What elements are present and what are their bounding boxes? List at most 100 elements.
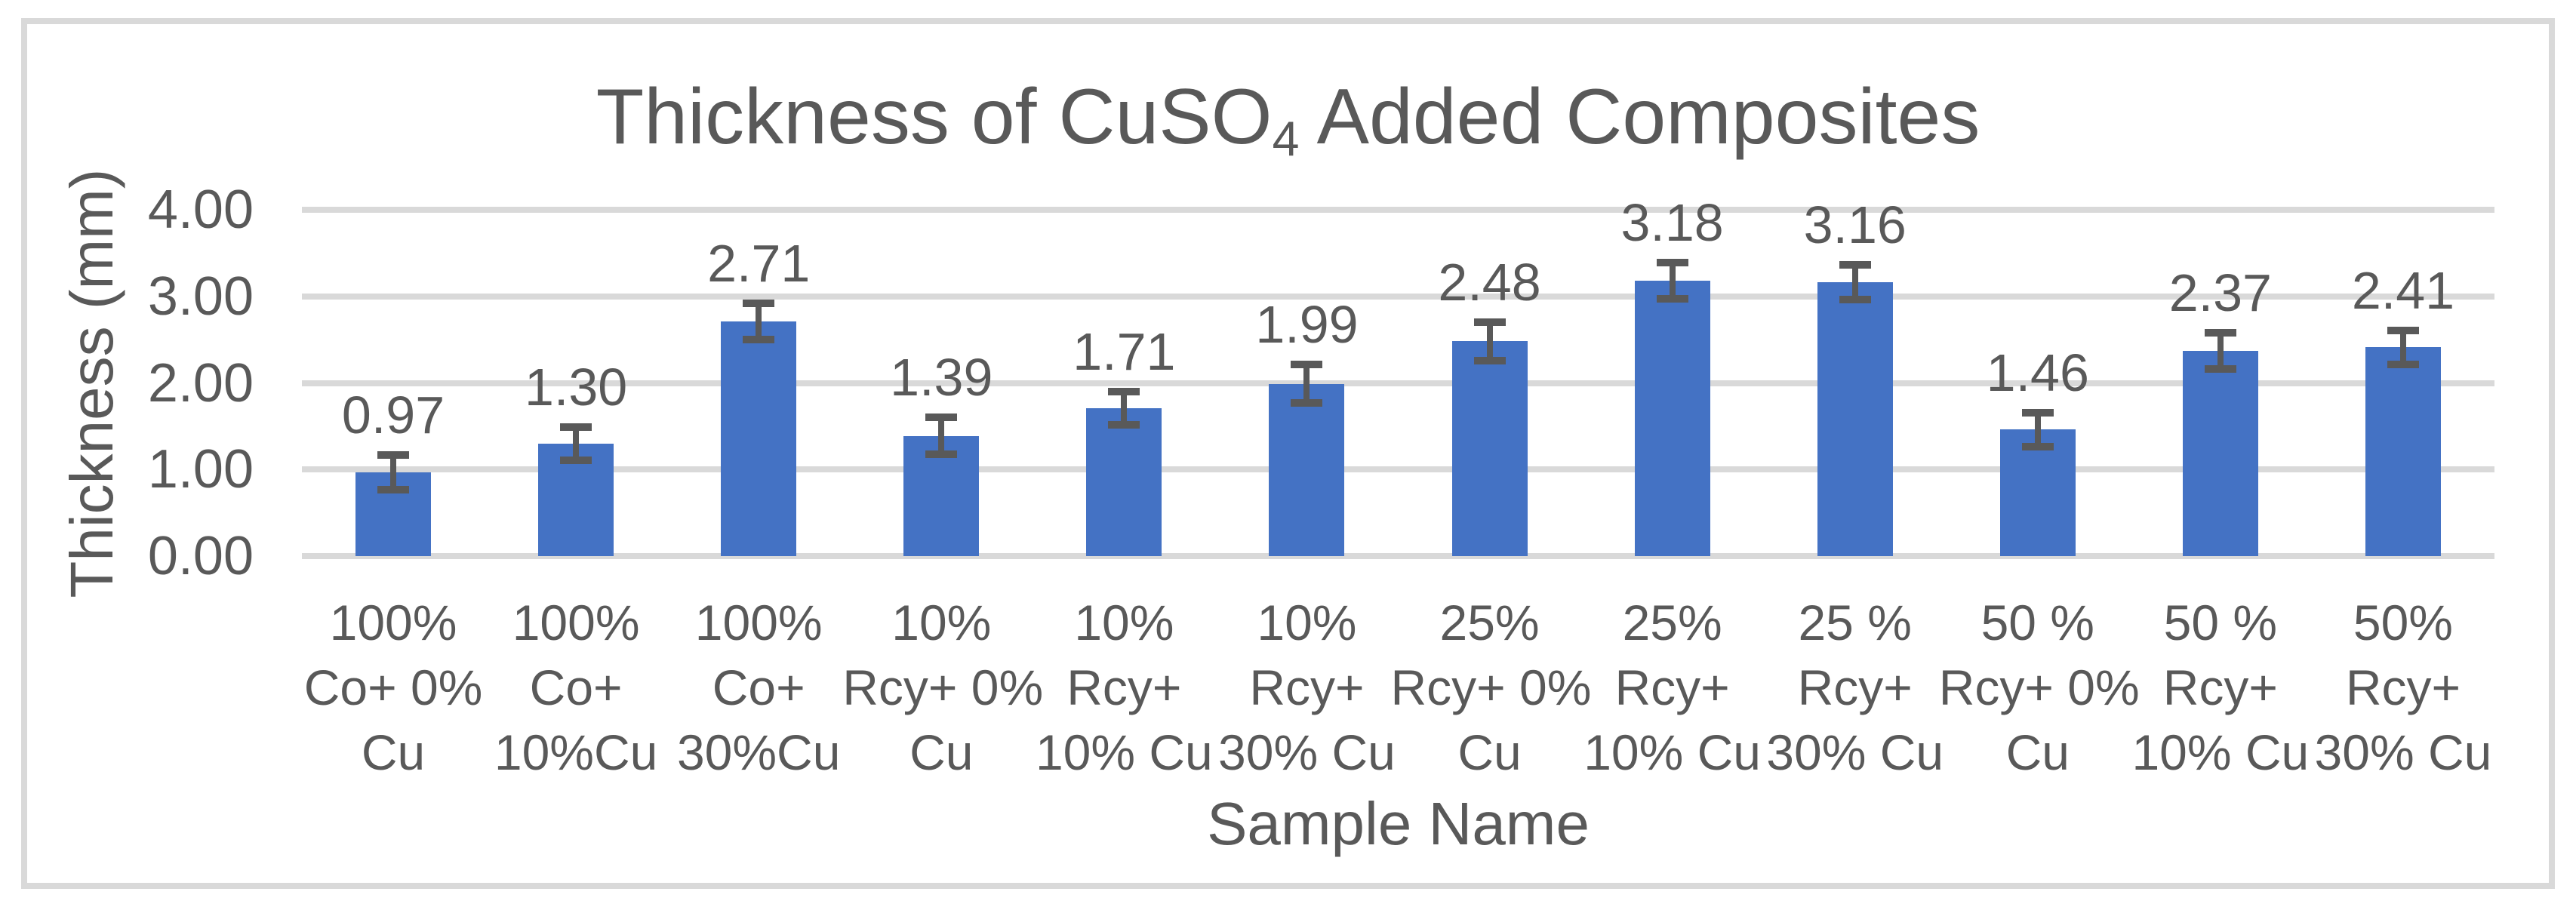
category-label-line: 10% bbox=[1257, 595, 1357, 650]
category-label-line: 30% Cu bbox=[2314, 724, 2492, 780]
category-label: 100% Co+ 0% Cu bbox=[294, 590, 492, 785]
category-label-line: Rcy+ 0% bbox=[842, 659, 1044, 715]
bar bbox=[1086, 407, 1162, 556]
y-tick-label: 3.00 bbox=[147, 266, 254, 327]
chart-title-subscript: 4 bbox=[1272, 112, 1300, 167]
error-bar-cap-bottom bbox=[1473, 356, 1506, 364]
bar bbox=[1634, 281, 1710, 556]
error-bar-cap-bottom bbox=[925, 450, 958, 458]
gridline bbox=[302, 380, 2494, 386]
x-axis-title: Sample Name bbox=[1207, 790, 1590, 857]
data-label: 3.18 bbox=[1620, 193, 1724, 252]
error-bar-line bbox=[938, 417, 945, 454]
bar bbox=[2365, 347, 2441, 556]
category-label-line: Rcy+ bbox=[1614, 659, 1730, 715]
category-label-line: Co+ bbox=[712, 659, 805, 715]
error-bar-cap-top bbox=[925, 413, 958, 422]
bar-slot: 2.37 bbox=[2129, 210, 2312, 556]
bar-slot: 1.71 bbox=[1033, 210, 1215, 556]
gridline bbox=[302, 293, 2494, 300]
category-label-line: 100% bbox=[512, 595, 640, 650]
category-label: 25% Rcy+ 0% Cu bbox=[1391, 590, 1592, 785]
category-label-line: Cu bbox=[361, 724, 426, 780]
category-label-line: 10%Cu bbox=[494, 724, 658, 780]
error-bar-cap-top bbox=[1108, 387, 1140, 395]
category-label-line: Rcy+ bbox=[2162, 659, 2278, 715]
category-label-line: Rcy+ bbox=[2345, 659, 2461, 715]
category-label-line: Co+ bbox=[529, 659, 623, 715]
category-label: 100% Co+ 30%Cu bbox=[660, 590, 857, 785]
data-label: 1.46 bbox=[1986, 343, 2089, 402]
data-label: 1.39 bbox=[890, 348, 993, 407]
bar-slot: 3.16 bbox=[1764, 198, 1947, 556]
error-bar-cap-top bbox=[743, 299, 775, 307]
error-bar-line bbox=[1303, 364, 1310, 403]
error-bar-line bbox=[1121, 392, 1128, 425]
category-label: 10% Rcy+ 30% Cu bbox=[1208, 590, 1405, 785]
error-bar-line bbox=[1851, 265, 1858, 300]
bar bbox=[1817, 282, 1893, 556]
bar-slot: 2.71 bbox=[667, 210, 850, 556]
category-label-line: Co+ 0% bbox=[303, 659, 483, 715]
data-label: 3.16 bbox=[1803, 195, 1907, 255]
error-bar-line bbox=[1669, 263, 1676, 300]
bar-slot: 1.39 bbox=[850, 210, 1033, 556]
chart-title: Thickness of CuSO4 Added Composites bbox=[0, 72, 2576, 167]
bar bbox=[1451, 341, 1528, 556]
category-label-line: 30% Cu bbox=[1218, 724, 1396, 780]
error-bar-cap-top bbox=[1473, 318, 1506, 327]
category-label-line: Cu bbox=[909, 724, 974, 780]
bar-slot: 0.97 bbox=[302, 210, 485, 556]
y-axis-ticks: 0.00 1.00 2.00 3.00 4.00 bbox=[0, 183, 254, 583]
error-bar-line bbox=[2034, 412, 2041, 447]
category-label-line: 25% bbox=[1622, 595, 1722, 650]
error-bar-cap-bottom bbox=[743, 336, 775, 344]
bar-slot: 1.99 bbox=[1215, 210, 1398, 556]
bar-slot: 2.48 bbox=[1399, 210, 1581, 556]
chart-title-suffix: Added Composites bbox=[1299, 73, 1980, 161]
data-label: 1.30 bbox=[524, 358, 628, 417]
error-bar-cap-top bbox=[2021, 408, 2054, 417]
data-label: 2.37 bbox=[2168, 263, 2272, 322]
category-label-line: 25% bbox=[1439, 595, 1540, 650]
data-label: 1.99 bbox=[1255, 295, 1359, 355]
category-label-line: 10% Cu bbox=[2131, 724, 2310, 780]
error-bar-line bbox=[573, 427, 580, 460]
error-bar-cap-bottom bbox=[1291, 398, 1323, 407]
category-label-line: 10% bbox=[1074, 595, 1174, 650]
bar-slot: 1.46 bbox=[1947, 210, 2129, 556]
bar bbox=[721, 321, 797, 556]
category-label-line: Cu bbox=[2005, 724, 2070, 780]
y-tick-label: 1.00 bbox=[147, 439, 254, 500]
data-label: 2.48 bbox=[1438, 253, 1541, 312]
error-bar-cap-top bbox=[1291, 361, 1323, 369]
category-label-line: 10% Cu bbox=[1035, 724, 1213, 780]
category-label-line: 100% bbox=[694, 595, 823, 650]
gridline bbox=[302, 207, 2494, 213]
category-label: 100% Co+ 10%Cu bbox=[477, 590, 675, 785]
error-bar-cap-top bbox=[2387, 326, 2419, 334]
gridline bbox=[302, 553, 2494, 559]
category-label-line: 50 % bbox=[2163, 595, 2278, 650]
error-bar-cap-top bbox=[1656, 259, 1688, 266]
category-label-line: 10% Cu bbox=[1583, 724, 1762, 780]
y-tick-label: 2.00 bbox=[147, 352, 254, 413]
error-bar-cap-bottom bbox=[377, 485, 410, 493]
y-tick-label: 0.00 bbox=[147, 526, 254, 586]
category-label-line: 100% bbox=[329, 595, 457, 650]
category-label: 50 % Rcy+ 10% Cu bbox=[2122, 590, 2319, 785]
category-label-line: 50% bbox=[2353, 595, 2453, 650]
category-label-line: Rcy+ bbox=[1249, 659, 1365, 715]
error-bar-cap-bottom bbox=[1656, 295, 1688, 303]
plot-area: 0.97 1.30 2.71 1.39 1.71 1.99 2.48 3.18 3.16 1.46… bbox=[302, 196, 2494, 559]
category-label-line: Rcy+ 0% bbox=[1938, 659, 2140, 715]
data-label: 0.97 bbox=[341, 385, 445, 444]
error-bar-line bbox=[756, 303, 762, 340]
category-label-line: Cu bbox=[1457, 724, 1522, 780]
category-label-line: 10% bbox=[891, 595, 992, 650]
error-bar-cap-bottom bbox=[2387, 361, 2419, 369]
bar-slot: 1.30 bbox=[485, 210, 667, 556]
bar bbox=[2182, 351, 2258, 556]
error-bar-cap-bottom bbox=[1108, 420, 1140, 429]
data-label: 2.71 bbox=[707, 233, 811, 293]
